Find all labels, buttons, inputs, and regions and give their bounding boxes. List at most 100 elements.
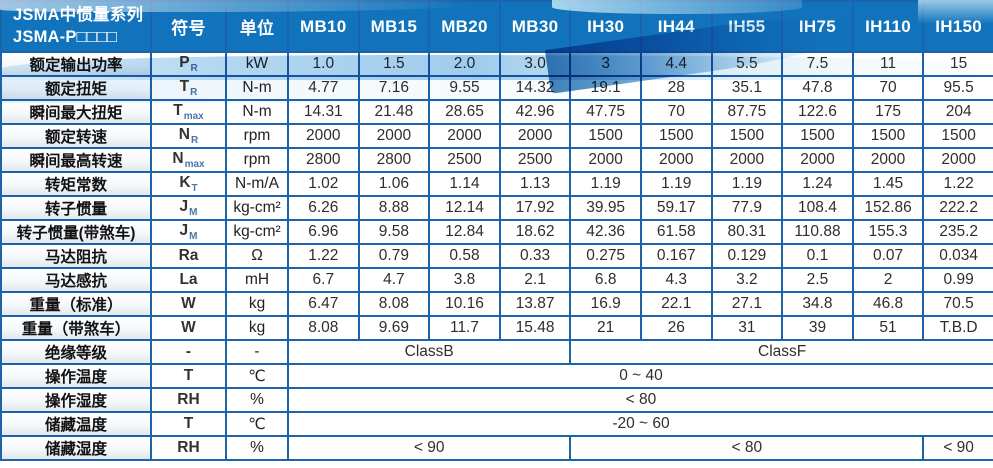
model-column-header-mb30: MB30 <box>498 0 572 53</box>
row-label: 转子惯量 <box>0 195 152 221</box>
value-cell-mb10: 1.02 <box>287 171 360 197</box>
model-column-header-ih30: IH30 <box>569 0 642 53</box>
symbol-subscript: M <box>189 207 198 219</box>
series-title: JSMA中惯量系列 JSMA-P□□□□ <box>0 0 152 53</box>
symbol-base: T <box>183 367 194 384</box>
value-cell-mb15: 1.06 <box>357 171 431 197</box>
env-row-3: 操作湿度 RH% < 80 <box>0 387 993 413</box>
model-column-header-ih55: IH55 <box>710 0 784 53</box>
model-column-header-ih150: IH150 <box>922 0 993 53</box>
spec-row-10: 马达感抗 La mH 6.7 4.7 3.8 2.1 6.8 4.3 3.2 2.5 2 0.99 <box>0 267 993 293</box>
value-cell-ih150: 70.5 <box>922 291 993 317</box>
value-cell-ih110: 1.45 <box>851 171 925 197</box>
value-cell-ih44: 1.19 <box>639 171 713 197</box>
value-cell-ih75: 110.88 <box>781 219 854 245</box>
symbol-cell: RH <box>150 435 227 461</box>
value-cell-mb20: 2500 <box>428 147 501 173</box>
series-title-line2: JSMA-P□□□□ <box>13 27 118 46</box>
symbol-cell: JM <box>150 195 227 221</box>
symbol-subscript: R <box>190 135 199 147</box>
env-row-2: 操作温度 T ℃ 0 ~ 40 <box>0 363 993 389</box>
symbol-base: N <box>172 149 184 167</box>
row-label: 重量（标准） <box>0 291 152 317</box>
row-label: 操作温度 <box>0 363 152 389</box>
value-cell-ih75: 47.8 <box>781 75 854 101</box>
value-cell-mb15: 9.69 <box>357 315 431 341</box>
value-cell-ih75: 34.8 <box>781 291 854 317</box>
value-cell-ih150: 0.99 <box>922 267 993 293</box>
value-cell-mb10: 1.22 <box>287 243 360 269</box>
value-cell-ih55: 1.19 <box>710 171 784 197</box>
value-cell-mb15: 2000 <box>357 123 431 149</box>
symbol-subscript: T <box>191 183 198 195</box>
symbol-subscript: max <box>183 111 204 123</box>
value-cell-ih150: 235.2 <box>922 219 993 245</box>
symbol-base: T <box>173 101 183 119</box>
row-label: 瞬间最高转速 <box>0 147 152 173</box>
unit-cell: Ω <box>225 243 289 269</box>
symbol-base: T <box>179 77 190 95</box>
value-cell-ih44: 61.58 <box>639 219 713 245</box>
value-cell-mb20: 2.0 <box>428 51 501 77</box>
value-cell-mb30: 18.62 <box>498 219 572 245</box>
row-label: 瞬间最大扭矩 <box>0 99 152 125</box>
header-row: JSMA中惯量系列 JSMA-P□□□□ 符号 单位 MB10 MB15 MB20 MB3… <box>0 0 993 53</box>
value-cell-ih44: 4.3 <box>639 267 713 293</box>
value-cell-ih30: 1500 <box>569 123 642 149</box>
value-cell-ih75: 122.6 <box>781 99 854 125</box>
value-cell-mb20: 12.84 <box>428 219 501 245</box>
spec-row-2: 额定扭矩 TR N-m 4.77 7.16 9.55 14.32 19.1 28 35.1 47.8… <box>0 75 993 101</box>
model-column-header-ih110: IH110 <box>851 0 925 53</box>
value-cell-ih30: 42.36 <box>569 219 642 245</box>
value-cell-ih44: 59.17 <box>639 195 713 221</box>
unit-cell: kg-cm² <box>225 219 289 245</box>
unit-cell: kg <box>225 315 289 341</box>
value-cell-mb30: 14.32 <box>498 75 572 101</box>
row-label: 绝缘等级 <box>0 339 152 365</box>
symbol-base: J <box>179 197 189 215</box>
value-cell-ih110: 46.8 <box>851 291 925 317</box>
unit-column-header: 单位 <box>225 0 289 53</box>
value-cell-ih30: 39.95 <box>569 195 642 221</box>
symbol-cell: Ra <box>150 243 227 269</box>
unit-cell: N-m <box>225 99 289 125</box>
value-cell-ih75: 2.5 <box>781 267 854 293</box>
unit-cell: mH <box>225 267 289 293</box>
model-column-header-mb20: MB20 <box>428 0 501 53</box>
value-cell-ih150: 95.5 <box>922 75 993 101</box>
value-cell-mb30: 2500 <box>498 147 572 173</box>
row-label: 储藏温度 <box>0 411 152 437</box>
value-cell-ih55: 80.31 <box>710 219 784 245</box>
symbol-cell: NR <box>150 123 227 149</box>
symbol-base: - <box>185 343 192 360</box>
value-cell-ih55: 2000 <box>710 147 784 173</box>
value-cell-ih75: 39 <box>781 315 854 341</box>
symbol-subscript: R <box>190 87 198 99</box>
span-value-cell: < 80 <box>287 387 993 413</box>
value-cell-ih44: 1500 <box>639 123 713 149</box>
value-cell-mb30: 2000 <box>498 123 572 149</box>
value-cell-ih44: 2000 <box>639 147 713 173</box>
value-cell-ih30: 2000 <box>569 147 642 173</box>
value-cell-mb20: 28.65 <box>428 99 501 125</box>
value-cell-ih44: 70 <box>639 99 713 125</box>
symbol-cell: JM <box>150 219 227 245</box>
value-cell-ih44: 28 <box>639 75 713 101</box>
value-cell-mb20: 11.7 <box>428 315 501 341</box>
value-cell-mb15: 0.79 <box>357 243 431 269</box>
row-label: 重量（带煞车） <box>0 315 152 341</box>
model-column-header-mb10: MB10 <box>287 0 360 53</box>
spec-row-3: 瞬间最大扭矩 Tmax N-m 14.31 21.48 28.65 42.96 47.75 70… <box>0 99 993 125</box>
symbol-base: RH <box>177 439 200 456</box>
symbol-cell: RH <box>150 387 227 413</box>
value-cell-ih150: 2000 <box>922 147 993 173</box>
value-cell-mb20: 2000 <box>428 123 501 149</box>
env-row-5: 储藏湿度 RH% < 90 < 80 < 90 <box>0 435 993 461</box>
value-cell-mb30: 3.0 <box>498 51 572 77</box>
symbol-base: W <box>181 319 196 336</box>
value-cell-ih55: 0.129 <box>710 243 784 269</box>
unit-cell: rpm <box>225 147 289 173</box>
span-value-cell: 0 ~ 40 <box>287 363 993 389</box>
span-value-cell: < 80 <box>569 435 925 461</box>
